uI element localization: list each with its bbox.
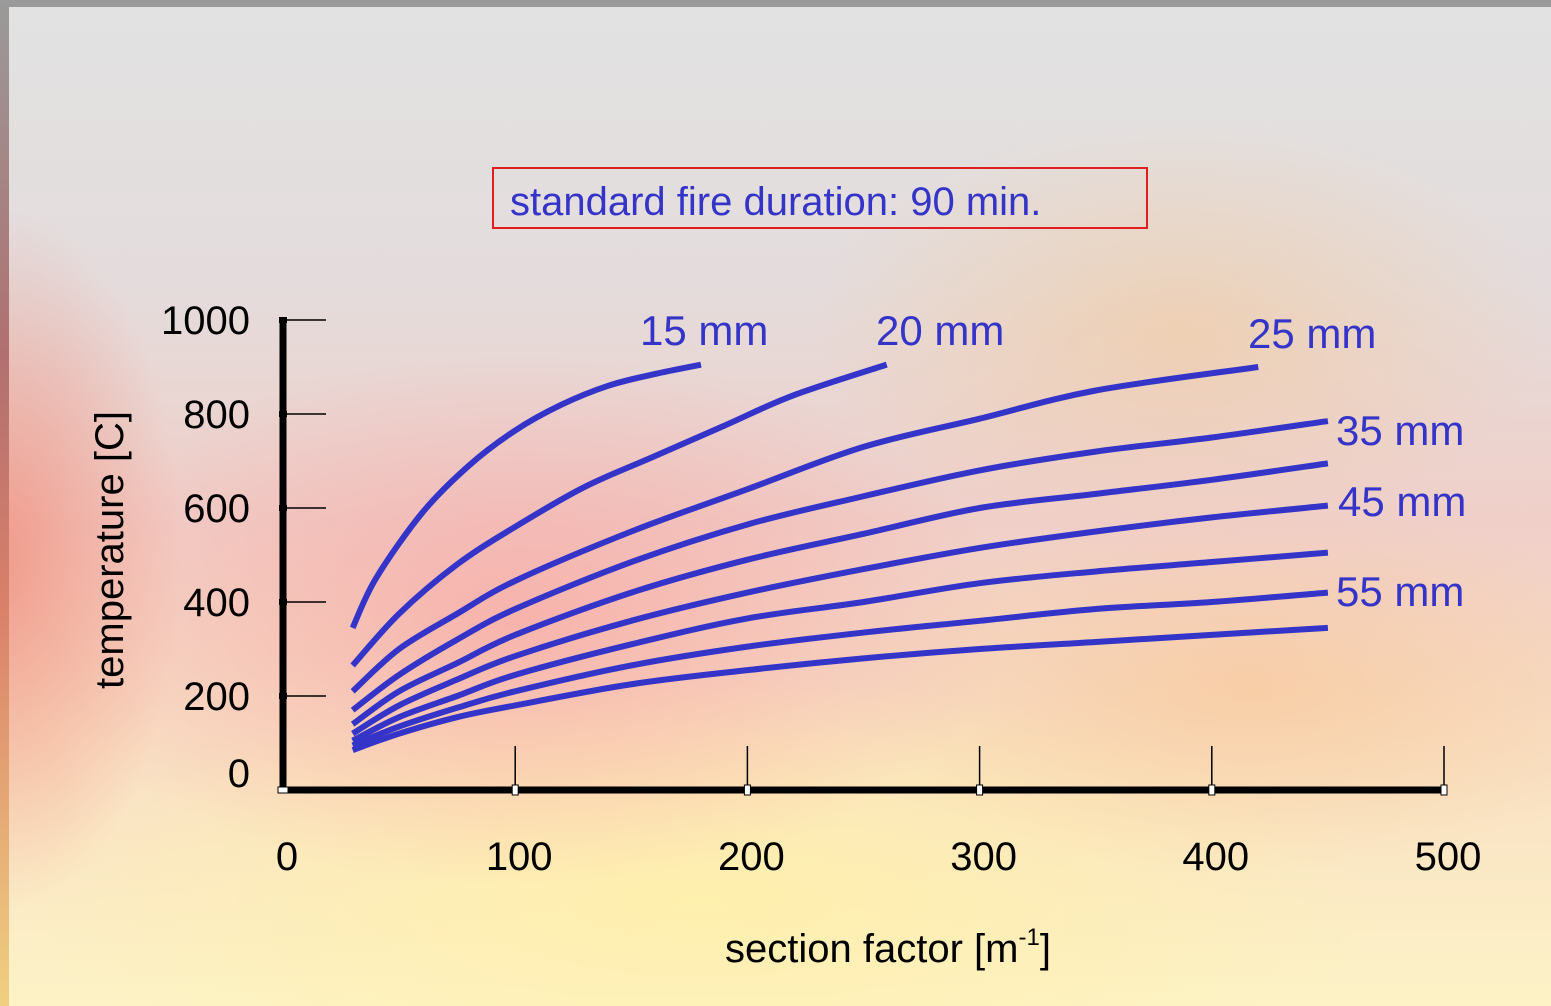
y-tick-marker xyxy=(279,505,287,511)
x-tick-marker xyxy=(976,784,984,796)
y-axis-label: temperature [C] xyxy=(88,411,132,689)
y-tick-label: 0 xyxy=(228,752,250,796)
x-tick-label: 0 xyxy=(276,835,298,879)
x-tick-marker xyxy=(743,784,751,796)
y-tick-marker xyxy=(279,693,287,699)
series-line xyxy=(351,589,1329,749)
x-axis-label-end: ] xyxy=(1040,927,1051,971)
series-line xyxy=(349,361,702,630)
y-tick-label: 400 xyxy=(183,581,250,625)
x-axis-label-sup: -1 xyxy=(1018,924,1039,951)
series-lines xyxy=(349,361,1329,753)
x-tick-label: 500 xyxy=(1415,835,1482,879)
x-axis-label-main: section factor [m xyxy=(725,927,1018,971)
x-tick-marker xyxy=(1208,784,1216,796)
y-tick-label: 800 xyxy=(183,393,250,437)
x-axis-ticks: 0 100 200 300 400 500 xyxy=(276,746,1482,879)
series-line xyxy=(351,502,1329,737)
x-tick-label: 400 xyxy=(1182,835,1249,879)
x-axis-label: section factor [m-1] xyxy=(725,924,1051,971)
series-line xyxy=(351,549,1329,744)
y-tick-marker xyxy=(279,599,287,605)
series-label: 35 mm xyxy=(1336,407,1464,454)
chart-title-box xyxy=(492,167,1148,229)
x-tick-marker xyxy=(511,784,519,796)
series-label: 15 mm xyxy=(640,307,768,354)
y-tick-label: 600 xyxy=(183,487,250,531)
series-label: 45 mm xyxy=(1338,478,1466,525)
chart-title: standard fire duration: 90 min. xyxy=(510,180,1041,224)
series-labels: 15 mm 20 mm 25 mm 35 mm 45 mm 55 mm xyxy=(640,307,1466,615)
series-line xyxy=(350,460,1329,727)
y-tick-marker xyxy=(279,411,287,417)
series-line xyxy=(351,624,1329,753)
series-line xyxy=(350,418,1329,713)
series-line xyxy=(350,361,888,668)
x-tick-marker xyxy=(277,786,289,794)
x-tick-marker xyxy=(1440,784,1448,796)
series-label: 20 mm xyxy=(876,307,1004,354)
y-tick-marker xyxy=(279,317,287,323)
series-line xyxy=(350,364,1259,694)
x-tick-label: 200 xyxy=(718,835,785,879)
series-label: 55 mm xyxy=(1336,568,1464,615)
y-tick-label: 1000 xyxy=(161,299,250,343)
x-tick-label: 100 xyxy=(486,835,553,879)
series-label: 25 mm xyxy=(1248,310,1376,357)
y-axis-ticks: 0 200 400 600 800 1000 xyxy=(161,299,326,796)
x-tick-label: 300 xyxy=(950,835,1017,879)
y-tick-label: 200 xyxy=(183,675,250,719)
